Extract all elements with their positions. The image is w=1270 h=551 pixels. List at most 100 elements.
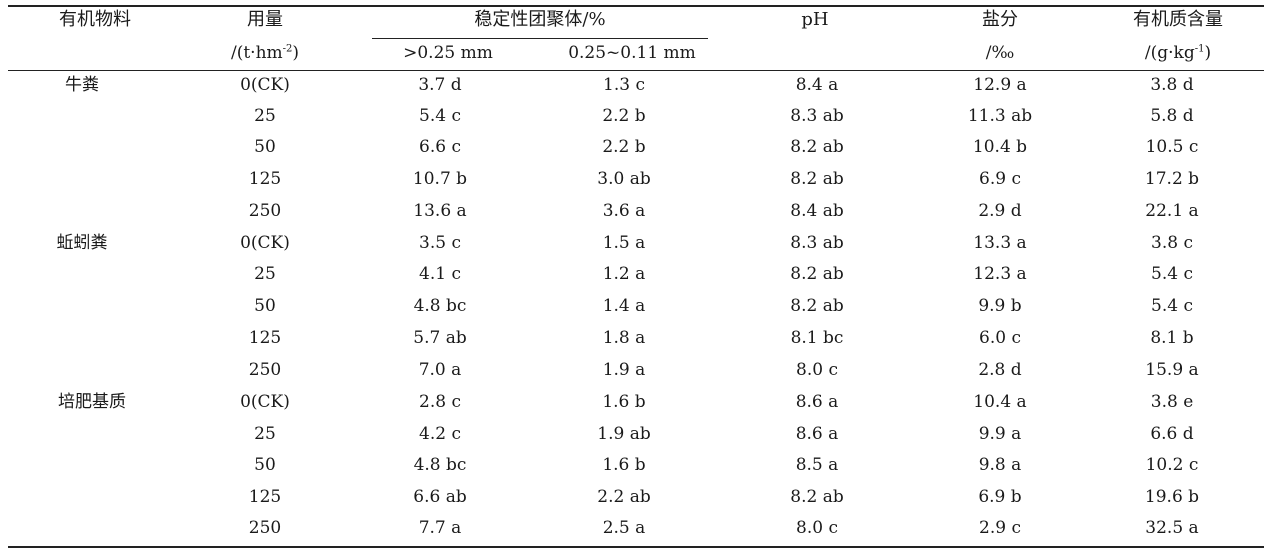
header-aggregate-range: 0.25~0.11 mm [568,43,696,63]
cell-organic-matter: 15.9 a [1145,360,1199,380]
cell-dose: 250 [248,360,282,380]
cell-agg-gt: 5.7 ab [413,328,467,348]
table-row: 牛粪 0(CK) 3.7 d 1.3 c 8.4 a 12.9 a 3.8 d [0,70,1270,101]
cell-organic-matter: 10.5 c [1145,137,1199,157]
cell-ph: 8.0 c [796,360,838,380]
cell-organic-matter: 10.2 c [1145,455,1199,475]
header-salt: 盐分 [982,9,1018,30]
cell-organic-matter: 3.8 e [1150,392,1194,412]
cell-agg-gt: 2.8 c [419,392,461,412]
cell-dose: 50 [254,296,276,316]
cell-agg-gt: 4.1 c [419,264,461,284]
cell-ph: 8.6 a [795,424,839,444]
table-row: 50 4.8 bc 1.6 b 8.5 a 9.8 a 10.2 c [0,450,1270,481]
cell-organic-matter: 32.5 a [1145,518,1199,538]
table-top-rule [8,5,1264,7]
cell-agg-range: 1.8 a [602,328,646,348]
table-row: 250 7.7 a 2.5 a 8.0 c 2.9 c 32.5 a [0,513,1270,544]
table-row: 125 5.7 ab 1.8 a 8.1 bc 6.0 c 8.1 b [0,323,1270,354]
cell-ph: 8.4 a [795,75,839,95]
cell-agg-range: 1.3 c [603,75,645,95]
cell-organic-matter: 19.6 b [1144,487,1200,507]
cell-dose: 0(CK) [240,392,290,412]
table-row: 25 5.4 c 2.2 b 8.3 ab 11.3 ab 5.8 d [0,101,1270,132]
cell-ph: 8.0 c [796,518,838,538]
cell-salt: 2.9 d [978,201,1022,221]
cell-dose: 250 [248,201,282,221]
cell-salt: 12.9 a [973,75,1027,95]
table-row: 培肥基质 0(CK) 2.8 c 1.6 b 8.6 a 10.4 a 3.8 … [0,387,1270,418]
cell-agg-gt: 6.6 c [419,137,461,157]
header-organic-matter: 有机质含量 [1133,9,1223,30]
cell-ph: 8.6 a [795,392,839,412]
table-row: 250 13.6 a 3.6 a 8.4 ab 2.9 d 22.1 a [0,196,1270,227]
cell-ph: 8.2 ab [790,296,844,316]
header-salt-unit: /‰ [985,43,1015,63]
cell-dose: 50 [254,137,276,157]
cell-ph: 8.3 ab [790,106,844,126]
cell-agg-range: 1.5 a [602,233,646,253]
cell-agg-range: 3.0 ab [597,169,651,189]
cell-agg-range: 1.9 ab [597,424,651,444]
cell-agg-gt: 5.4 c [419,106,461,126]
cell-agg-gt: 6.6 ab [413,487,467,507]
cell-salt: 10.4 a [973,392,1027,412]
cell-salt: 11.3 ab [967,106,1033,126]
cell-organic-matter: 6.6 d [1150,424,1194,444]
cell-salt: 10.4 b [972,137,1028,157]
cell-agg-gt: 10.7 b [412,169,468,189]
cell-agg-range: 2.5 a [602,518,646,538]
cell-organic-matter: 5.4 c [1151,296,1193,316]
cell-salt: 9.9 b [978,296,1022,316]
header-ph: pH [801,9,829,30]
cell-agg-range: 1.6 b [602,392,646,412]
cell-ph: 8.4 ab [790,201,844,221]
table-row: 25 4.1 c 1.2 a 8.2 ab 12.3 a 5.4 c [0,259,1270,290]
cell-dose: 125 [248,328,282,348]
cell-organic-matter: 17.2 b [1144,169,1200,189]
cell-ph: 8.2 ab [790,169,844,189]
cell-agg-gt: 4.8 bc [413,296,467,316]
cell-salt: 9.9 a [978,424,1022,444]
cell-material: 培肥基质 [58,392,126,412]
cell-salt: 2.9 c [979,518,1021,538]
cell-dose: 50 [254,455,276,475]
cell-dose: 25 [254,264,276,284]
cell-agg-gt: 4.8 bc [413,455,467,475]
cell-ph: 8.3 ab [790,233,844,253]
cell-agg-gt: 7.0 a [418,360,462,380]
table-row: 50 6.6 c 2.2 b 8.2 ab 10.4 b 10.5 c [0,132,1270,163]
cell-agg-range: 1.4 a [602,296,646,316]
table-row: 50 4.8 bc 1.4 a 8.2 ab 9.9 b 5.4 c [0,291,1270,322]
header-aggregate: 稳定性团聚体/% [474,9,606,30]
table-header-rule [8,70,1264,71]
cell-organic-matter: 5.8 d [1150,106,1194,126]
cell-agg-gt: 4.2 c [419,424,461,444]
cell-agg-range: 2.2 b [602,106,646,126]
cell-agg-range: 1.2 a [602,264,646,284]
cell-salt: 6.9 c [979,169,1021,189]
cell-salt: 6.9 b [978,487,1022,507]
table-bottom-rule [8,546,1264,548]
cell-agg-gt: 13.6 a [413,201,467,221]
table-row: 25 4.2 c 1.9 ab 8.6 a 9.9 a 6.6 d [0,419,1270,450]
cell-agg-range: 2.2 b [602,137,646,157]
header-dosage-unit: /(t·hm-2) [230,43,300,63]
cell-dose: 250 [248,518,282,538]
cell-ph: 8.1 bc [790,328,844,348]
cell-dose: 0(CK) [240,233,290,253]
cell-dose: 0(CK) [240,75,290,95]
cell-dose: 25 [254,424,276,444]
cell-agg-range: 1.6 b [602,455,646,475]
cell-organic-matter: 5.4 c [1151,264,1193,284]
aggregate-sub-rule [372,38,708,39]
cell-organic-matter: 22.1 a [1145,201,1199,221]
cell-ph: 8.2 ab [790,137,844,157]
table-row: 125 10.7 b 3.0 ab 8.2 ab 6.9 c 17.2 b [0,164,1270,195]
cell-dose: 125 [248,169,282,189]
cell-agg-gt: 7.7 a [418,518,462,538]
header-material: 有机物料 [59,9,131,30]
table-row: 蚯蚓粪 0(CK) 3.5 c 1.5 a 8.3 ab 13.3 a 3.8 … [0,228,1270,259]
header-aggregate-gt: >0.25 mm [403,43,493,63]
cell-agg-range: 3.6 a [602,201,646,221]
